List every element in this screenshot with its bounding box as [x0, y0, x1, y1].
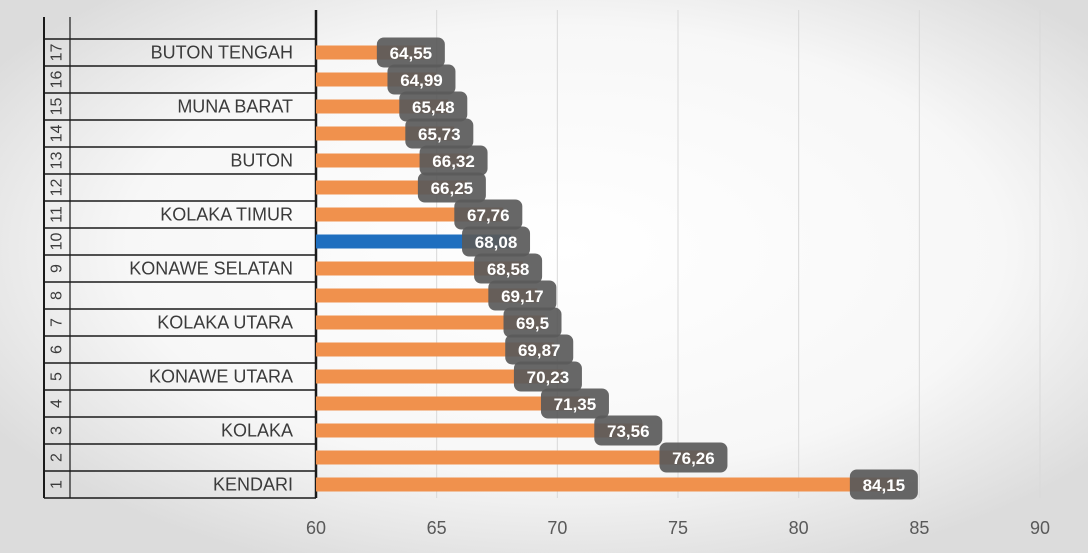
rank-label: 15 [49, 98, 66, 116]
data-label: 64,99 [400, 71, 443, 90]
bar [316, 369, 563, 384]
rank-label: 14 [49, 125, 66, 143]
data-label: 69,87 [518, 341, 561, 360]
x-tick-label: 70 [547, 518, 567, 538]
data-label: 66,25 [431, 179, 474, 198]
data-label-box [503, 307, 562, 338]
data-label: 66,32 [432, 152, 475, 171]
rank-label: 11 [49, 206, 66, 223]
x-axis-tick-labels: 60 65 70 75 80 85 90 [306, 518, 1050, 538]
rank-label: 8 [49, 291, 66, 300]
data-label: 68,08 [475, 233, 518, 252]
data-label: 84,15 [863, 476, 906, 495]
category-label: BUTON [230, 151, 293, 171]
rank-label: 16 [49, 71, 66, 89]
data-labels: 84,15 76,26 73,56 71,35 70,23 69,87 69,5 69,17 6… [376, 37, 918, 500]
rank-label: 17 [49, 44, 66, 62]
data-label-box [659, 442, 728, 473]
rank-label: 2 [49, 453, 66, 462]
bar [316, 342, 555, 357]
data-label: 68,58 [487, 260, 530, 279]
data-label-box [419, 145, 488, 176]
bar [316, 288, 538, 303]
data-label-box [405, 118, 474, 149]
category-label: MUNA BARAT [177, 97, 293, 117]
data-label: 64,55 [390, 44, 433, 63]
data-label: 73,56 [607, 422, 650, 441]
rank-label: 7 [49, 318, 66, 327]
data-label-box [505, 334, 574, 365]
x-tick-label: 60 [306, 518, 326, 538]
data-label-box [474, 253, 543, 284]
rank-label: 4 [49, 399, 66, 408]
bar [316, 315, 546, 330]
rank-label: 1 [49, 480, 66, 489]
bar [316, 477, 899, 492]
data-label: 70,23 [527, 368, 570, 387]
x-tick-label: 85 [909, 518, 929, 538]
data-label-box [462, 226, 531, 257]
data-label-box [540, 388, 609, 419]
rank-label: 13 [49, 152, 66, 170]
data-label-box [454, 199, 523, 230]
category-label: KOLAKA UTARA [157, 313, 293, 333]
x-tick-label: 90 [1030, 518, 1050, 538]
data-label-box [513, 361, 582, 392]
category-label: BUTON TENGAH [151, 43, 293, 63]
data-label: 71,35 [554, 395, 597, 414]
category-axis: 1 KENDARI 2 3 KOLAKA 4 5 KONAWE UTARA 6 7 KOLAKA U… [43, 10, 318, 499]
rank-label: 5 [49, 372, 66, 381]
rank-label: 9 [49, 264, 66, 273]
data-label-box [488, 280, 557, 311]
data-label-box [376, 37, 445, 68]
bar [316, 423, 644, 438]
rank-label: 6 [49, 345, 66, 354]
category-label: KOLAKA TIMUR [160, 205, 293, 225]
bar [316, 261, 524, 276]
bar [316, 450, 709, 465]
category-label: KONAWE SELATAN [129, 259, 293, 279]
data-label-box [849, 469, 918, 500]
category-label: KENDARI [213, 475, 293, 495]
x-tick-label: 80 [789, 518, 809, 538]
data-label-box [399, 91, 468, 122]
data-label: 69,5 [516, 314, 549, 333]
bars [316, 45, 899, 492]
data-label: 65,73 [418, 125, 461, 144]
category-label: KONAWE UTARA [149, 367, 293, 387]
data-label: 67,76 [467, 206, 510, 225]
data-label: 65,48 [412, 98, 455, 117]
data-label-box [387, 64, 456, 95]
rank-label: 3 [49, 426, 66, 435]
rank-label: 10 [49, 233, 66, 251]
data-label-box [594, 415, 663, 446]
bar [316, 396, 590, 411]
category-label: KOLAKA [221, 421, 293, 441]
data-label-box [417, 172, 486, 203]
x-tick-label: 65 [427, 518, 447, 538]
x-tick-label: 75 [668, 518, 688, 538]
rank-label: 12 [49, 179, 66, 197]
data-label: 69,17 [501, 287, 544, 306]
data-label: 76,26 [672, 449, 715, 468]
